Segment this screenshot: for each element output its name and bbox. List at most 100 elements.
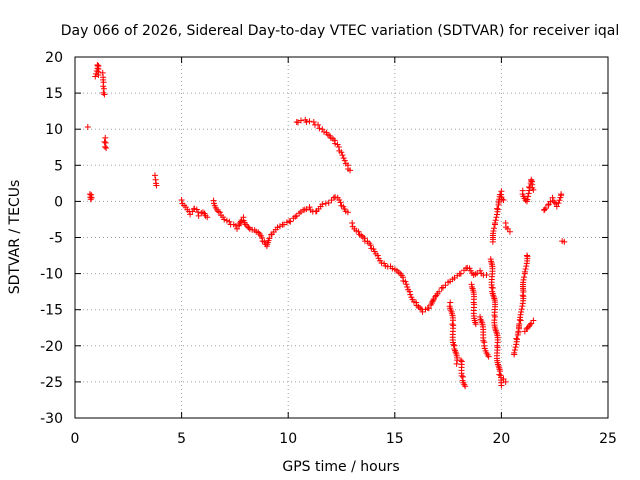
data-point-fill bbox=[407, 291, 414, 298]
data-point-fill bbox=[458, 372, 465, 379]
data-point-fill bbox=[547, 198, 554, 205]
data-point-fill bbox=[550, 197, 557, 204]
data-point-fill bbox=[512, 344, 519, 351]
data-point bbox=[549, 194, 556, 201]
data-point bbox=[355, 228, 362, 235]
data-point-fill bbox=[555, 200, 562, 207]
data-point-fill bbox=[490, 225, 497, 232]
data-point bbox=[374, 252, 381, 259]
data-point bbox=[306, 204, 313, 211]
data-point-fill bbox=[541, 206, 548, 213]
data-point-fill bbox=[521, 274, 528, 281]
x-tick-label: 5 bbox=[177, 431, 186, 447]
data-point bbox=[558, 191, 565, 198]
data-point bbox=[506, 228, 513, 235]
data-point bbox=[485, 353, 492, 360]
data-point bbox=[92, 73, 99, 80]
data-point-fill bbox=[245, 224, 252, 231]
data-point-fill bbox=[516, 320, 523, 327]
y-tick-label: 15 bbox=[45, 86, 63, 102]
data-point bbox=[457, 357, 464, 364]
data-point-fill bbox=[428, 300, 435, 307]
data-point-fill bbox=[524, 196, 531, 203]
data-point-fill bbox=[520, 276, 527, 283]
data-point-fill bbox=[490, 227, 497, 234]
data-point-fill bbox=[542, 205, 549, 212]
data-point bbox=[530, 186, 537, 193]
data-point bbox=[561, 238, 568, 245]
data-point bbox=[332, 194, 339, 201]
data-point bbox=[515, 328, 522, 335]
data-point-fill bbox=[517, 311, 524, 318]
data-point-fill bbox=[403, 281, 410, 288]
data-point-fill bbox=[491, 220, 498, 227]
data-point bbox=[102, 134, 109, 141]
data-point bbox=[472, 321, 479, 328]
data-point bbox=[453, 360, 460, 367]
data-point-fill bbox=[378, 259, 385, 266]
data-point-fill bbox=[402, 278, 409, 285]
data-point bbox=[553, 203, 560, 210]
x-tick-label: 10 bbox=[279, 431, 297, 447]
data-point-fill bbox=[316, 125, 323, 132]
data-point bbox=[517, 317, 524, 324]
data-point-fill bbox=[518, 306, 525, 313]
data-point bbox=[477, 267, 484, 274]
data-point-fill bbox=[492, 217, 499, 224]
x-tick-label: 15 bbox=[386, 431, 404, 447]
data-point bbox=[151, 172, 158, 179]
data-point-fill bbox=[193, 206, 200, 213]
data-point bbox=[178, 196, 185, 203]
data-point-fill bbox=[521, 268, 528, 275]
data-point-fill bbox=[497, 368, 504, 375]
data-point bbox=[153, 182, 160, 189]
data-point-fill bbox=[481, 342, 488, 349]
data-point bbox=[530, 317, 537, 324]
y-tick-label: -20 bbox=[40, 339, 63, 355]
y-tick-label: 10 bbox=[45, 122, 63, 138]
data-point bbox=[492, 313, 499, 320]
data-point-fill bbox=[338, 149, 345, 156]
data-point bbox=[406, 288, 413, 295]
data-point bbox=[462, 383, 469, 390]
data-point bbox=[347, 167, 354, 174]
data-point-fill bbox=[389, 265, 396, 272]
y-tick-label: -10 bbox=[40, 267, 63, 283]
data-point-fill bbox=[556, 197, 563, 204]
data-point bbox=[94, 61, 101, 68]
data-point-fill bbox=[337, 199, 344, 206]
data-point-fill bbox=[341, 157, 348, 164]
data-point-fill bbox=[429, 298, 436, 305]
data-point-fill bbox=[292, 213, 299, 220]
plot-frame bbox=[74, 56, 609, 419]
data-point bbox=[84, 124, 91, 131]
data-point-fill bbox=[236, 221, 243, 228]
data-point-fill bbox=[100, 83, 107, 90]
data-point-fill bbox=[339, 152, 346, 159]
data-point bbox=[204, 214, 211, 221]
data-point bbox=[280, 221, 287, 228]
data-point-fill bbox=[404, 283, 411, 290]
data-point bbox=[449, 321, 456, 328]
x-tick-label: 0 bbox=[71, 431, 80, 447]
data-points bbox=[84, 61, 568, 390]
data-point-fill bbox=[101, 143, 108, 150]
grid bbox=[75, 57, 608, 418]
data-point bbox=[221, 216, 228, 223]
data-point bbox=[344, 209, 351, 216]
data-point-fill bbox=[522, 266, 529, 273]
y-tick-label: -25 bbox=[40, 375, 63, 391]
data-point-fill bbox=[493, 214, 500, 221]
data-point bbox=[306, 118, 313, 125]
data-point-fill bbox=[513, 336, 520, 343]
data-point bbox=[500, 196, 507, 203]
y-tick-label: -5 bbox=[49, 231, 63, 247]
data-point bbox=[315, 121, 322, 128]
data-point-fill bbox=[286, 218, 293, 225]
chart-title: Day 066 of 2026, Sidereal Day-to-day VTE… bbox=[61, 23, 619, 39]
data-point bbox=[489, 285, 496, 292]
data-point bbox=[310, 118, 317, 125]
data-point bbox=[103, 144, 110, 151]
data-point bbox=[287, 218, 294, 225]
data-point-fill bbox=[321, 128, 328, 135]
